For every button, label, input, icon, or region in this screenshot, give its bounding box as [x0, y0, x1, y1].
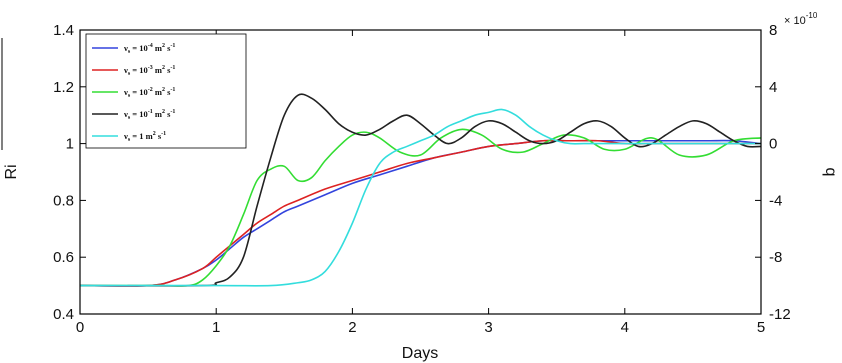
legend-label-3: νs = 10-2 m2 s-1	[123, 87, 175, 99]
y-right-tick-label: -8	[769, 249, 782, 266]
right-axis-multiplier: × 10-10	[784, 11, 818, 27]
x-tick-label: 4	[621, 319, 629, 336]
y-left-tick-label: 1.4	[53, 22, 74, 39]
y-axis-right-label: q	[822, 168, 839, 177]
series-line-4	[79, 93, 762, 287]
y-right-tick-label: 8	[769, 22, 777, 39]
x-tick-label: 3	[484, 319, 492, 336]
x-tick-label: 0	[76, 319, 84, 336]
x-axis-label: Days	[402, 345, 438, 362]
y-right-tick-label: 0	[769, 136, 777, 153]
legend-box	[85, 33, 247, 149]
y-left-tick-label: 0.4	[53, 306, 74, 323]
plot-frame	[79, 29, 762, 315]
legend-label-4: νs = 10-1 m2 s-1	[123, 109, 175, 121]
legend-label-2: νs = 10-3 m2 s-1	[123, 65, 175, 77]
series-line-3	[80, 128, 762, 287]
multiplier-base: × 10	[784, 15, 806, 27]
x-tick-label: 1	[212, 319, 220, 336]
y-right-tick-label: 4	[769, 79, 777, 96]
legend-label-5: νs = 1 m2 s-1	[123, 131, 166, 143]
y-right-tick-label: -4	[769, 192, 782, 209]
y-left-tick-label: 1	[66, 136, 74, 153]
legend-items: νs = 10-4 m2 s-1 νs = 10-3 m2 s-1 νs = 10-…	[92, 43, 175, 143]
y-left-tick-label: 0.6	[53, 249, 74, 266]
y-left-tick-label: 0.8	[53, 192, 74, 209]
series-layer	[79, 93, 762, 287]
legend-label-1: νs = 10-4 m2 s-1	[123, 43, 175, 55]
y-right-tick-label: -12	[769, 306, 791, 323]
series-line-1	[79, 139, 762, 287]
legend: νs = 10-4 m2 s-1 νs = 10-3 m2 s-1 νs = 10-…	[85, 33, 247, 149]
x-tick-label: 5	[757, 319, 765, 336]
x-tick-label: 2	[348, 319, 356, 336]
y-axis-left-label: Ri	[3, 164, 20, 179]
multiplier-exponent: -10	[806, 11, 818, 20]
tick-layer: 0 1 2 3 4 5 0.4 0.6 0.8 1 1.2 1.4 -12 -8 -4 0 4 8	[53, 22, 791, 336]
series-line-5	[80, 108, 761, 287]
y-left-tick-label: 1.2	[53, 79, 74, 96]
